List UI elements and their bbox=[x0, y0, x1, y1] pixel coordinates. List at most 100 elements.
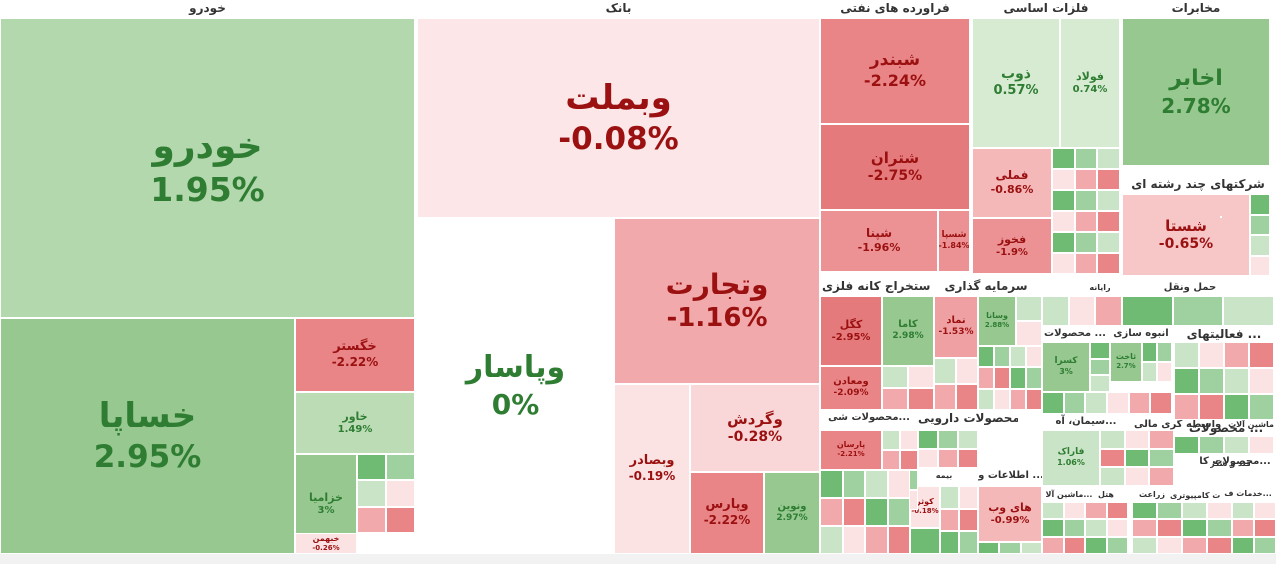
small-stock-tile[interactable] bbox=[910, 528, 940, 554]
stock-cell[interactable]: ثاخت 2.7% bbox=[1110, 342, 1142, 382]
small-stock-tile[interactable] bbox=[1124, 467, 1150, 486]
small-stock-tile[interactable] bbox=[1010, 388, 1026, 410]
small-stock-tile[interactable] bbox=[958, 430, 978, 449]
small-stock-tile[interactable] bbox=[1090, 375, 1110, 392]
small-stock-tile[interactable] bbox=[1074, 148, 1098, 169]
small-stock-tile[interactable] bbox=[1132, 519, 1157, 537]
small-stock-tile[interactable] bbox=[1157, 342, 1172, 362]
small-stock-tile[interactable] bbox=[900, 430, 918, 450]
small-stock-tile[interactable] bbox=[1026, 388, 1042, 410]
small-stock-tile[interactable] bbox=[1157, 362, 1172, 382]
small-stock-tile[interactable] bbox=[934, 358, 956, 384]
stock-cell[interactable]: ومعادن -2.09% bbox=[820, 366, 882, 410]
small-stock-tile[interactable] bbox=[1106, 536, 1128, 554]
small-stock-tile[interactable] bbox=[1199, 342, 1224, 368]
small-stock-tile[interactable] bbox=[1063, 536, 1085, 554]
small-stock-tile[interactable] bbox=[940, 531, 959, 554]
small-stock-tile[interactable] bbox=[1174, 436, 1199, 454]
small-stock-tile[interactable] bbox=[994, 346, 1010, 368]
small-stock-tile[interactable] bbox=[1254, 502, 1276, 520]
small-stock-tile[interactable] bbox=[1052, 148, 1075, 169]
small-stock-tile[interactable] bbox=[1097, 169, 1120, 190]
small-stock-tile[interactable] bbox=[978, 346, 994, 368]
small-stock-tile[interactable] bbox=[1100, 467, 1125, 486]
small-stock-tile[interactable] bbox=[1224, 368, 1249, 394]
small-stock-tile[interactable] bbox=[959, 486, 978, 509]
small-stock-tile[interactable] bbox=[1207, 502, 1232, 520]
small-stock-tile[interactable] bbox=[1157, 502, 1182, 520]
stock-cell[interactable]: های وب -0.99% bbox=[978, 486, 1042, 542]
small-stock-tile[interactable] bbox=[1250, 214, 1270, 235]
small-stock-tile[interactable] bbox=[938, 449, 958, 468]
small-stock-tile[interactable] bbox=[820, 498, 843, 526]
small-stock-tile[interactable] bbox=[1182, 536, 1207, 554]
small-stock-tile[interactable] bbox=[865, 526, 888, 554]
small-stock-tile[interactable] bbox=[1107, 392, 1129, 414]
small-stock-tile[interactable] bbox=[1223, 296, 1274, 326]
small-stock-tile[interactable] bbox=[820, 470, 843, 498]
small-stock-tile[interactable] bbox=[1182, 502, 1207, 520]
small-stock-tile[interactable] bbox=[887, 498, 910, 526]
small-stock-tile[interactable] bbox=[1250, 255, 1270, 276]
stock-cell[interactable]: خودرو 1.95% bbox=[0, 18, 415, 318]
small-stock-tile[interactable] bbox=[1063, 392, 1086, 414]
small-stock-tile[interactable] bbox=[1254, 536, 1276, 554]
small-stock-tile[interactable] bbox=[956, 358, 978, 384]
small-stock-tile[interactable] bbox=[1106, 502, 1128, 520]
stock-cell[interactable]: نماد -1.53% bbox=[934, 296, 978, 358]
small-stock-tile[interactable] bbox=[1150, 392, 1172, 414]
small-stock-tile[interactable] bbox=[842, 470, 865, 498]
small-stock-tile[interactable] bbox=[940, 508, 959, 532]
small-stock-tile[interactable] bbox=[1224, 436, 1249, 454]
small-stock-tile[interactable] bbox=[1157, 519, 1182, 537]
small-stock-tile[interactable] bbox=[994, 388, 1010, 410]
small-stock-tile[interactable] bbox=[918, 449, 938, 468]
small-stock-tile[interactable] bbox=[994, 367, 1010, 389]
stock-cell[interactable]: کگل -2.95% bbox=[820, 296, 882, 366]
small-stock-tile[interactable] bbox=[1085, 392, 1107, 414]
small-stock-tile[interactable] bbox=[1182, 519, 1207, 537]
stock-cell[interactable]: شستا -0.65% bbox=[1122, 194, 1250, 276]
small-stock-tile[interactable] bbox=[1074, 169, 1098, 190]
small-stock-tile[interactable] bbox=[1090, 342, 1110, 359]
small-stock-tile[interactable] bbox=[1199, 368, 1224, 394]
small-stock-tile[interactable] bbox=[1149, 430, 1174, 449]
small-stock-tile[interactable] bbox=[1026, 367, 1042, 389]
small-stock-tile[interactable] bbox=[1100, 448, 1125, 468]
small-stock-tile[interactable] bbox=[1132, 502, 1157, 520]
small-stock-tile[interactable] bbox=[1097, 190, 1120, 211]
small-stock-tile[interactable] bbox=[882, 388, 908, 410]
small-stock-tile[interactable] bbox=[1249, 436, 1274, 454]
stock-cell[interactable]: فخوز -1.9% bbox=[972, 218, 1052, 274]
small-stock-tile[interactable] bbox=[1016, 296, 1042, 321]
small-stock-tile[interactable] bbox=[1068, 296, 1096, 326]
small-stock-tile[interactable] bbox=[1220, 216, 1222, 218]
small-stock-tile[interactable] bbox=[1172, 296, 1224, 326]
stock-cell[interactable]: وتجارت -1.16% bbox=[614, 218, 820, 384]
small-stock-tile[interactable] bbox=[1052, 169, 1075, 190]
small-stock-tile[interactable] bbox=[1085, 502, 1107, 520]
small-stock-tile[interactable] bbox=[1085, 536, 1107, 554]
small-stock-tile[interactable] bbox=[820, 526, 843, 554]
small-stock-tile[interactable] bbox=[1020, 542, 1042, 554]
small-stock-tile[interactable] bbox=[1063, 519, 1085, 537]
small-stock-tile[interactable] bbox=[1052, 190, 1075, 211]
small-stock-tile[interactable] bbox=[958, 449, 978, 468]
stock-cell[interactable]: خبهمن -0.26% bbox=[295, 533, 357, 554]
stock-cell[interactable]: وپارس -2.22% bbox=[690, 472, 764, 554]
small-stock-tile[interactable] bbox=[1128, 392, 1151, 414]
stock-cell[interactable]: وگردش -0.28% bbox=[690, 384, 820, 472]
small-stock-tile[interactable] bbox=[1074, 253, 1098, 274]
small-stock-tile[interactable] bbox=[1042, 296, 1069, 326]
small-stock-tile[interactable] bbox=[959, 531, 978, 554]
stock-cell[interactable]: فملی -0.86% bbox=[972, 148, 1052, 218]
small-stock-tile[interactable] bbox=[1097, 253, 1120, 274]
small-stock-tile[interactable] bbox=[882, 430, 900, 450]
small-stock-tile[interactable] bbox=[1174, 394, 1199, 420]
stock-cell[interactable]: کاما 2.98% bbox=[882, 296, 934, 366]
small-stock-tile[interactable] bbox=[1250, 194, 1270, 215]
small-stock-tile[interactable] bbox=[1052, 232, 1075, 253]
small-stock-tile[interactable] bbox=[1097, 148, 1120, 169]
small-stock-tile[interactable] bbox=[865, 498, 888, 526]
small-stock-tile[interactable] bbox=[1010, 367, 1026, 389]
